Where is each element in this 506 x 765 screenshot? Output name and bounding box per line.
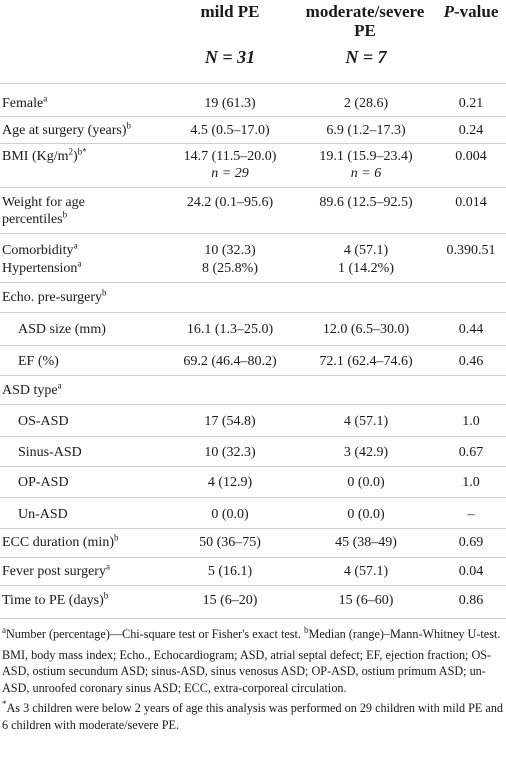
row-divider (0, 375, 506, 376)
row-divider (0, 466, 506, 467)
cell-moderate: 19.1 (15.9–23.4) n = 6 (319, 149, 413, 181)
cell-moderate: 6.9 (1.2–17.3) (326, 123, 406, 138)
row-label: ECC duration (min)b (2, 532, 119, 550)
row-divider (0, 404, 506, 405)
row-divider (0, 282, 506, 283)
cell-p-value: 1.0 (462, 475, 480, 490)
row-label: Weight for age percentilesb (2, 195, 85, 227)
cell-p-value: 0.390.51 (446, 243, 496, 258)
n-moderate-severe: N = 7 (345, 47, 387, 67)
cell-mild: 10 (32.3) (204, 445, 256, 460)
row-label: Hypertensiona (2, 258, 82, 276)
cell-p-value: 0.04 (458, 564, 484, 579)
cell-moderate: 72.1 (62.4–74.6) (319, 354, 413, 369)
cell-moderate: 3 (42.9) (343, 445, 389, 460)
row-divider (0, 436, 506, 437)
footnote-a-b: aNumber (percentage)—Chi-square test or … (2, 624, 501, 641)
cell-p-value: – (467, 507, 475, 522)
row-label: OP-ASD (18, 475, 69, 490)
row-divider (0, 497, 506, 498)
row-label: Age at surgery (years)b (2, 120, 132, 138)
row-label: Comorbiditya (2, 240, 78, 258)
cell-moderate: 0 (0.0) (347, 475, 385, 490)
cell-moderate: 2 (28.6) (343, 96, 389, 111)
cell-p-value: 0.69 (458, 535, 484, 550)
p-letter: P (443, 2, 454, 21)
cell-mild: 4 (12.9) (207, 475, 253, 490)
cell-p-value: 0.46 (458, 354, 484, 369)
cell-mild: 10 (32.3) (204, 243, 256, 258)
row-label: Femalea (2, 93, 48, 111)
cell-moderate: 4 (57.1) (343, 564, 389, 579)
cell-mild-n: n = 29 (211, 166, 249, 181)
col-header-moderate-line2: PE (354, 21, 376, 40)
row-divider (0, 233, 506, 234)
col-header-moderate-severe: moderate/severe PE (290, 2, 440, 40)
cell-p-value: 0.014 (455, 195, 487, 210)
section-label: Echo. pre-surgeryb (2, 287, 107, 305)
section-label: ASD typea (2, 380, 62, 398)
cell-moderate-n: n = 6 (350, 166, 382, 181)
row-label: ASD size (mm) (18, 322, 106, 337)
cell-mild: 19 (61.3) (204, 96, 256, 111)
cell-moderate: 4 (57.1) (343, 243, 389, 258)
cell-moderate: 12.0 (6.5–30.0) (322, 322, 410, 337)
row-label: OS-ASD (18, 414, 69, 429)
n-mild: N = 31 (204, 47, 256, 67)
row-label: Un-ASD (18, 507, 68, 522)
header-rule (0, 83, 506, 84)
cell-mild: 15 (6–20) (202, 593, 258, 608)
cell-p-value: 0.24 (458, 123, 484, 138)
cell-moderate: 45 (38–49) (335, 535, 397, 550)
col-header-p-value: P-value (436, 2, 506, 21)
table-footnotes: aNumber (percentage)—Chi-square test or … (2, 624, 504, 737)
cell-p-value: 1.0 (462, 414, 480, 429)
row-label: Sinus-ASD (18, 445, 82, 460)
col-header-mild: mild PE (200, 2, 260, 21)
cell-moderate: 1 (14.2%) (338, 261, 394, 276)
cell-mild: 69.2 (46.4–80.2) (183, 354, 277, 369)
footnote-abbreviations: BMI, body mass index; Echo., Echocardiog… (2, 647, 492, 695)
row-label: Time to PE (days)b (2, 590, 109, 608)
cell-mild: 14.7 (11.5–20.0) n = 29 (183, 149, 277, 181)
cell-mild: 16.1 (1.3–25.0) (186, 322, 274, 337)
row-divider (0, 116, 506, 117)
cell-p-value: 0.44 (458, 322, 484, 337)
cell-p-value: 0.86 (458, 593, 484, 608)
cell-p-value: 0.67 (458, 445, 484, 460)
cell-mild: 17 (54.8) (204, 414, 256, 429)
row-divider (0, 345, 506, 346)
col-header-moderate-line1: moderate/severe (305, 2, 425, 21)
table-bottom-rule (0, 618, 506, 619)
row-label: BMI (Kg/m2)b* (2, 146, 87, 164)
cell-mild: 0 (0.0) (211, 507, 249, 522)
row-label: EF (%) (18, 354, 59, 369)
row-divider (0, 312, 506, 313)
cell-p-value: 0.004 (455, 149, 487, 164)
row-label: Fever post surgerya (2, 561, 110, 579)
cell-moderate: 4 (57.1) (343, 414, 389, 429)
row-divider (0, 557, 506, 558)
cell-mild: 50 (36–75) (199, 535, 261, 550)
cell-moderate: 15 (6–60) (338, 593, 394, 608)
cell-moderate: 89.6 (12.5–92.5) (319, 195, 413, 210)
cell-mild: 8 (25.8%) (202, 261, 258, 276)
cell-moderate: 0 (0.0) (347, 507, 385, 522)
row-divider (0, 187, 506, 188)
cell-mild: 5 (16.1) (207, 564, 253, 579)
cell-mild: 4.5 (0.5–17.0) (190, 123, 270, 138)
row-divider (0, 528, 506, 529)
cell-mild: 24.2 (0.1–95.6) (186, 195, 274, 210)
p-rest: -value (454, 2, 499, 21)
row-divider (0, 585, 506, 586)
footnote-star: *As 3 children were below 2 years of age… (2, 698, 504, 732)
cell-p-value: 0.21 (458, 96, 484, 111)
row-divider (0, 143, 506, 144)
